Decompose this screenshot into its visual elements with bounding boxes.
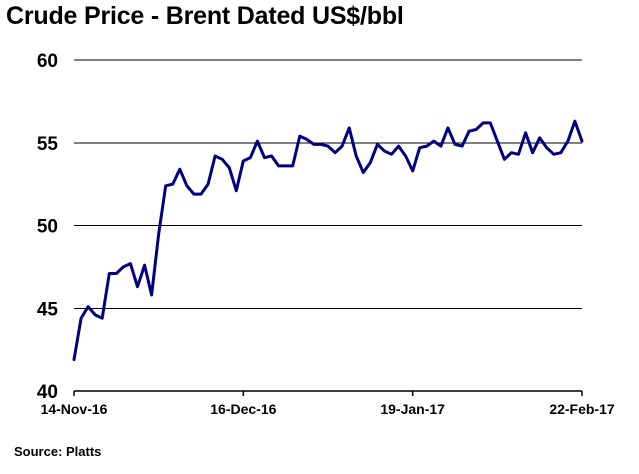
y-tick-label-50: 50	[37, 217, 58, 238]
gridlines	[74, 59, 582, 309]
x-tick-label-0: 14-Nov-16	[41, 401, 108, 417]
series-line-brent	[72, 119, 584, 362]
chart-title: Crude Price - Brent Dated US$/bbl	[6, 2, 404, 30]
series-layer	[72, 119, 584, 362]
x-tick-label-2: 19-Jan-17	[380, 401, 445, 417]
y-tick-label-55: 55	[37, 134, 59, 155]
y-tick-label-40: 40	[37, 382, 58, 403]
y-tick-label-60: 60	[37, 51, 58, 72]
x-tick-label-3: 22-Feb-17	[549, 401, 615, 417]
y-tick-label-45: 45	[37, 299, 59, 320]
x-tick-label-1: 16-Dec-16	[210, 401, 276, 417]
x-tick-labels: 14-Nov-16 16-Dec-16 19-Jan-17 22-Feb-17	[41, 401, 615, 417]
source-note: Source: Platts	[14, 444, 102, 459]
y-tick-labels: 40 45 50 55 60	[37, 51, 59, 403]
x-axis	[73, 390, 583, 396]
